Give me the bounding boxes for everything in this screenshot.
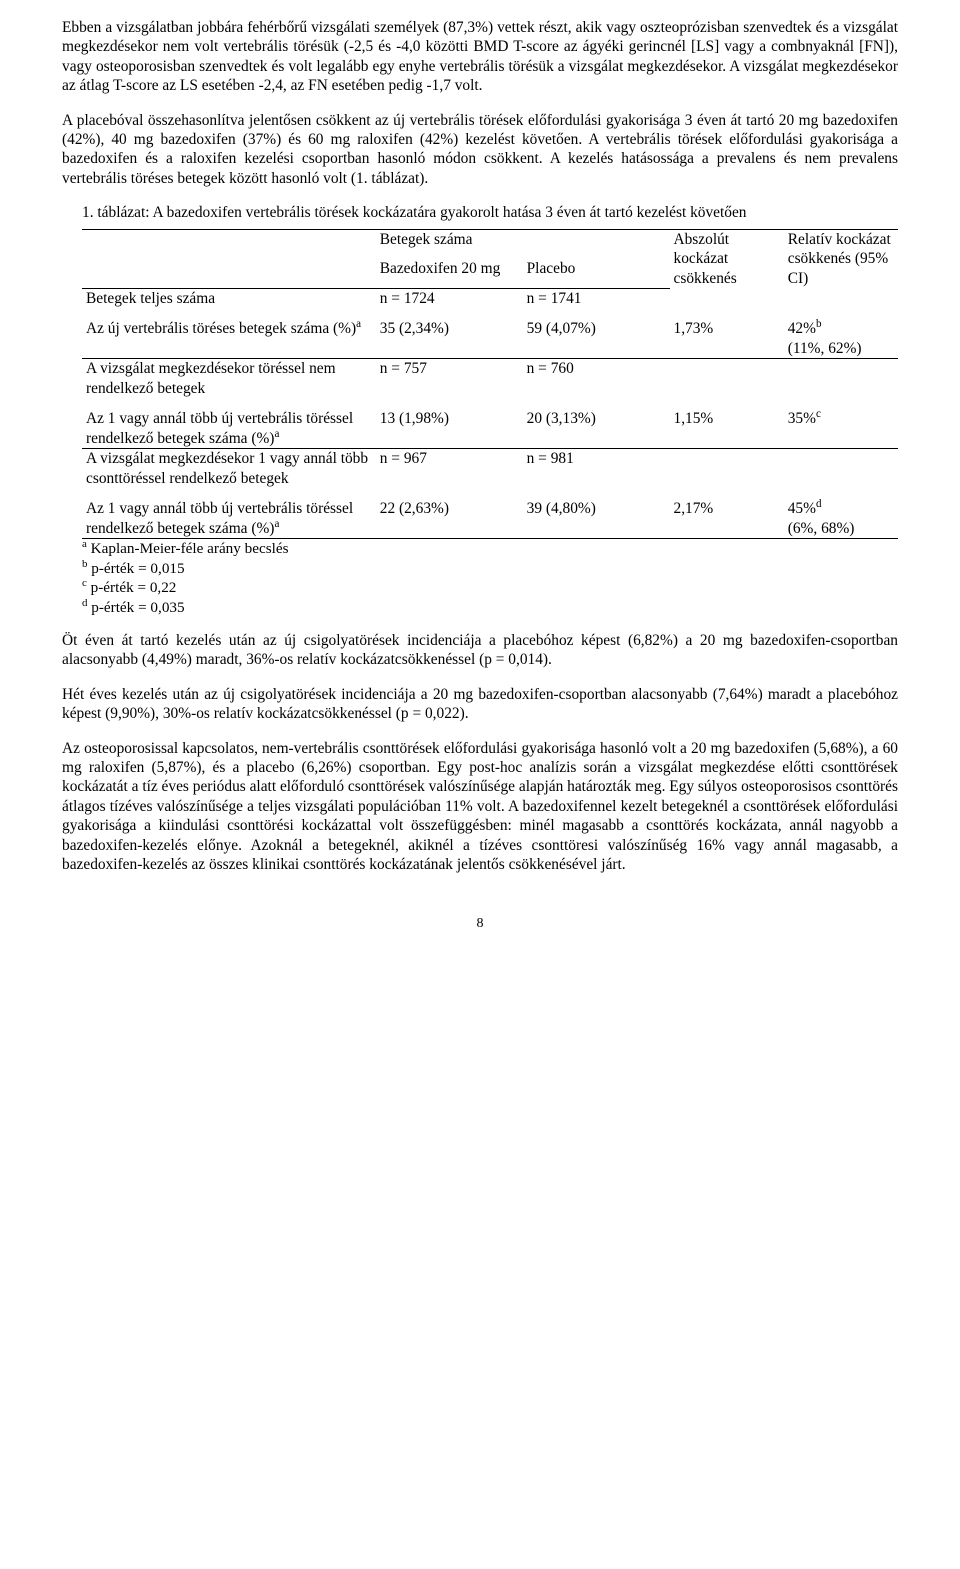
paragraph-4: Hét éves kezelés után az új csigolyatöré… [62, 685, 898, 724]
row6-label: Az 1 vagy annál több új vertebrális töré… [82, 499, 376, 539]
data-table: Betegek száma Abszolút kockázat csökkené… [62, 229, 898, 617]
hdr-placebo: Placebo [523, 259, 670, 289]
table-row: Az 1 vagy annál több új vertebrális töré… [82, 499, 898, 539]
table-row: Betegek teljes száma n = 1724 n = 1741 [82, 289, 898, 309]
row3-label: A vizsgálat megkezdésekor töréssel nem r… [82, 359, 376, 399]
row2-c3: 59 (4,07%) [523, 319, 670, 359]
row5-c2: n = 967 [376, 449, 523, 489]
row2-c5: 42%b(11%, 62%) [784, 319, 898, 359]
row4-c3: 20 (3,13%) [523, 409, 670, 449]
paragraph-1: Ebben a vizsgálatban jobbára fehérbőrű v… [62, 18, 898, 96]
row4-c2: 13 (1,98%) [376, 409, 523, 449]
table-row: Az 1 vagy annál több új vertebrális töré… [82, 409, 898, 449]
paragraph-3: Öt éven át tartó kezelés után az új csig… [62, 631, 898, 670]
table-row: A vizsgálat megkezdésekor 1 vagy annál t… [82, 449, 898, 489]
row4-label: Az 1 vagy annál több új vertebrális töré… [82, 409, 376, 449]
paragraph-2: A placebóval összehasonlítva jelentősen … [62, 111, 898, 189]
row6-c2: 22 (2,63%) [376, 499, 523, 539]
row1-c3: n = 1741 [523, 289, 670, 309]
row4-c4: 1,15% [670, 409, 784, 449]
row2-c2: 35 (2,34%) [376, 319, 523, 359]
row6-c4: 2,17% [670, 499, 784, 539]
table-footnotes: a Kaplan-Meier-féle arány becslés b p-ér… [82, 539, 898, 617]
page-number: 8 [62, 915, 898, 933]
hdr-bazedoxifen: Bazedoxifen 20 mg [376, 259, 523, 289]
hdr-relativ: Relatív kockázat csökkenés (95% CI) [784, 229, 898, 289]
table-title: 1. táblázat: A bazedoxifen vertebrális t… [62, 203, 898, 222]
row1-label: Betegek teljes száma [82, 289, 376, 309]
table-row: A vizsgálat megkezdésekor töréssel nem r… [82, 359, 898, 399]
row6-c3: 39 (4,80%) [523, 499, 670, 539]
hdr-betegek: Betegek száma [376, 229, 670, 259]
row6-c5: 45%d(6%, 68%) [784, 499, 898, 539]
row2-c4: 1,73% [670, 319, 784, 359]
table-row: Az új vertebrális töréses betegek száma … [82, 319, 898, 359]
hdr-abszolut: Abszolút kockázat csökkenés [670, 229, 784, 289]
row5-label: A vizsgálat megkezdésekor 1 vagy annál t… [82, 449, 376, 489]
row3-c3: n = 760 [523, 359, 670, 399]
row3-c2: n = 757 [376, 359, 523, 399]
row5-c3: n = 981 [523, 449, 670, 489]
paragraph-5: Az osteoporosissal kapcsolatos, nem-vert… [62, 739, 898, 875]
row4-c5: 35%c [784, 409, 898, 449]
row1-c2: n = 1724 [376, 289, 523, 309]
row2-label: Az új vertebrális töréses betegek száma … [82, 319, 376, 359]
